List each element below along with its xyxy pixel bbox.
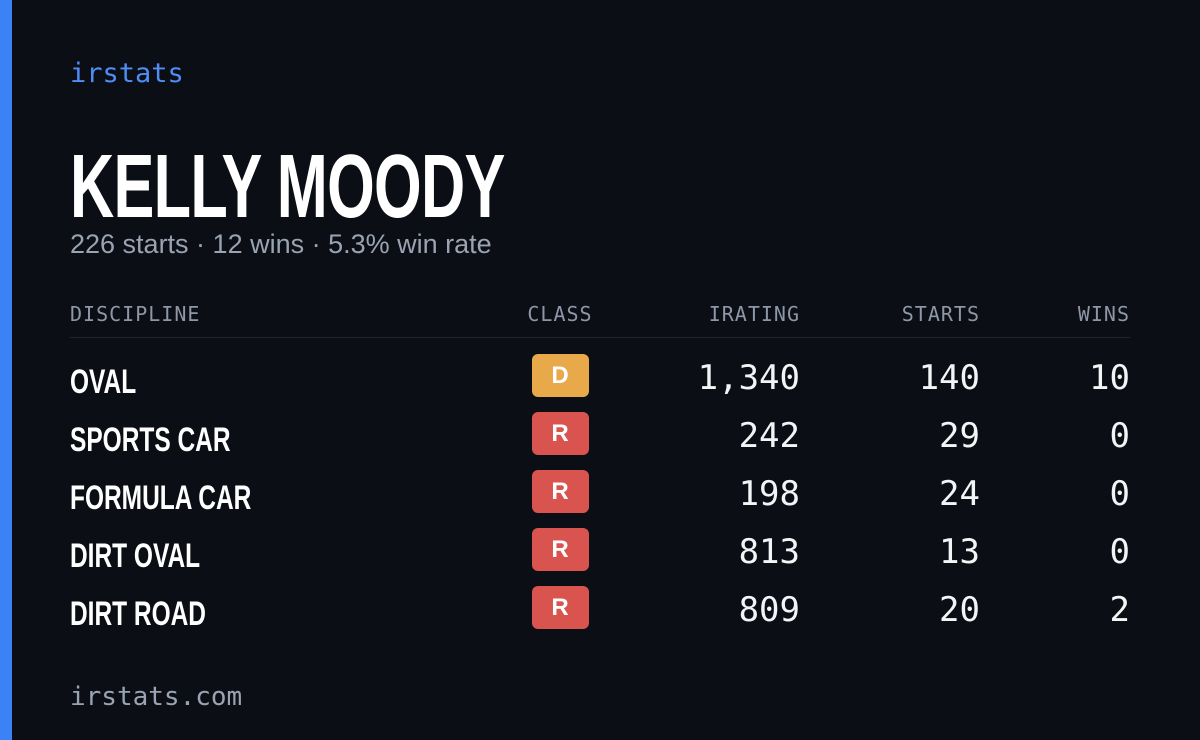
stat-value: 10 bbox=[1089, 358, 1130, 398]
class-badge: R bbox=[531, 586, 589, 629]
class-badge: R bbox=[531, 470, 589, 513]
stat-value: 242 bbox=[738, 416, 800, 456]
class-badge: R bbox=[531, 528, 589, 571]
stat-value: 140 bbox=[918, 358, 980, 398]
stat-value: 13 bbox=[939, 532, 980, 572]
class-badge: D bbox=[531, 354, 589, 397]
stat-value: 813 bbox=[738, 532, 800, 572]
column-header: STARTS bbox=[901, 302, 980, 326]
driver-name: KELLY MOODY bbox=[70, 137, 505, 237]
stat-value: 809 bbox=[738, 590, 800, 630]
accent-bar bbox=[0, 0, 12, 740]
discipline: SPORTS CAR bbox=[70, 421, 231, 459]
column-header: IRATING bbox=[708, 302, 800, 326]
stat-value: 0 bbox=[1109, 416, 1130, 456]
brand: irstats bbox=[70, 58, 184, 89]
discipline: FORMULA CAR bbox=[70, 479, 252, 517]
column-header: DISCIPLINE bbox=[70, 302, 201, 326]
header-rule bbox=[70, 337, 1130, 338]
discipline: DIRT ROAD bbox=[70, 595, 207, 633]
stat-value: 0 bbox=[1109, 474, 1130, 514]
stat-value: 0 bbox=[1109, 532, 1130, 572]
footer-url: irstats.com bbox=[70, 682, 243, 712]
column-header: WINS bbox=[1077, 302, 1130, 326]
stat-value: 24 bbox=[939, 474, 980, 514]
column-header: CLASS bbox=[527, 302, 593, 326]
class-badge: R bbox=[531, 412, 589, 455]
discipline: DIRT OVAL bbox=[70, 537, 201, 575]
stat-value: 2 bbox=[1109, 590, 1130, 630]
summary: 226 starts · 12 wins · 5.3% win rate bbox=[70, 229, 492, 259]
stat-value: 29 bbox=[939, 416, 980, 456]
stat-value: 1,340 bbox=[697, 358, 800, 398]
discipline: OVAL bbox=[70, 363, 137, 401]
stat-value: 20 bbox=[939, 590, 980, 630]
stat-value: 198 bbox=[738, 474, 800, 514]
